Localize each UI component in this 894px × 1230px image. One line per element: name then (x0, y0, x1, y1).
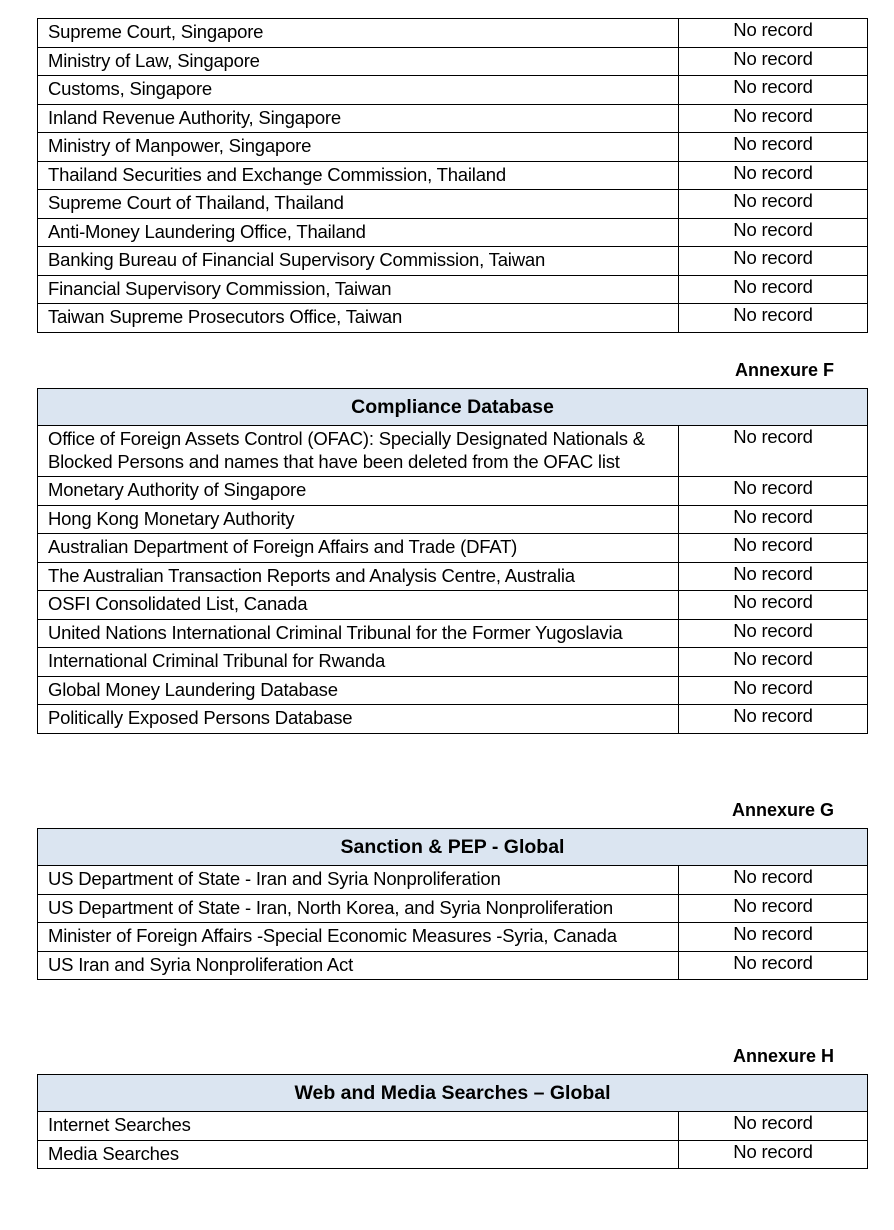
table-row: US Iran and Syria Nonproliferation Act No… (37, 950, 868, 980)
source-name: Ministry of Manpower, Singapore (37, 132, 679, 162)
source-name: OSFI Consolidated List, Canada (37, 590, 679, 620)
source-name: Media Searches (37, 1139, 679, 1169)
result-value: No record (678, 533, 868, 563)
source-name: Supreme Court, Singapore (37, 18, 679, 48)
result-value: No record (678, 75, 868, 105)
annexure-label: Annexure G (731, 800, 834, 820)
result-value: No record (678, 647, 868, 677)
table-row: OSFI Consolidated List, Canada No record (37, 590, 868, 620)
table-row: Inland Revenue Authority, Singapore No re… (37, 103, 868, 133)
records-table: Supreme Court, Singapore No record Ministr… (37, 18, 868, 333)
table-row: Supreme Court, Singapore No record (37, 18, 868, 48)
table-row: United Nations International Criminal Tr… (37, 618, 868, 648)
result-value: No record (678, 618, 868, 648)
records-table: Compliance Database Office of Foreign Ass… (37, 388, 868, 734)
source-name: US Department of State - Iran and Syria … (37, 865, 679, 895)
result-value: No record (678, 504, 868, 534)
table-title: Sanction & PEP - Global (37, 828, 868, 866)
annexure-label: Annexure H (732, 1046, 834, 1066)
table-row: Ministry of Manpower, Singapore No record (37, 132, 868, 162)
records-table: Web and Media Searches – Global Internet … (37, 1074, 868, 1169)
records-table: Sanction & PEP - Global US Department of … (37, 828, 868, 980)
source-name: International Criminal Tribunal for Rwan… (37, 647, 679, 677)
source-name: Thailand Securities and Exchange Commiss… (37, 160, 679, 190)
source-name: The Australian Transaction Reports and A… (37, 561, 679, 591)
table-row: Taiwan Supreme Prosecutors Office, Taiwa… (37, 303, 868, 333)
source-name: Monetary Authority of Singapore (37, 476, 679, 506)
source-name: Internet Searches (37, 1111, 679, 1141)
result-value: No record (678, 865, 868, 895)
table-row: Media Searches No record (37, 1139, 868, 1169)
table-row: Customs, Singapore No record (37, 75, 868, 105)
result-value: No record (678, 246, 868, 276)
result-value: No record (678, 950, 868, 980)
annexure-label: Annexure F (734, 360, 834, 380)
source-name: Minister of Foreign Affairs -Special Eco… (37, 922, 679, 952)
table-title: Compliance Database (37, 388, 868, 426)
source-name: Office of Foreign Assets Control (OFAC):… (37, 425, 679, 477)
result-value: No record (678, 675, 868, 705)
table-row: Financial Supervisory Commission, Taiwan… (37, 274, 868, 304)
source-name: Financial Supervisory Commission, Taiwan (37, 274, 679, 304)
result-value: No record (678, 425, 868, 477)
table-row: Banking Bureau of Financial Supervisory … (37, 246, 868, 276)
result-value: No record (678, 476, 868, 506)
table-row: Politically Exposed Persons Database No r… (37, 704, 868, 734)
result-value: No record (678, 1111, 868, 1141)
table-row: Global Money Laundering Database No recor… (37, 675, 868, 705)
result-value: No record (678, 590, 868, 620)
source-name: Customs, Singapore (37, 75, 679, 105)
table-row: Internet Searches No record (37, 1111, 868, 1141)
table-row: The Australian Transaction Reports and A… (37, 561, 868, 591)
result-value: No record (678, 561, 868, 591)
result-value: No record (678, 893, 868, 923)
source-name: Australian Department of Foreign Affairs… (37, 533, 679, 563)
table-row: Australian Department of Foreign Affairs… (37, 533, 868, 563)
table-row: International Criminal Tribunal for Rwan… (37, 647, 868, 677)
table-row: Hong Kong Monetary Authority No record (37, 504, 868, 534)
table-row: Anti-Money Laundering Office, Thailand No… (37, 217, 868, 247)
source-name: Banking Bureau of Financial Supervisory … (37, 246, 679, 276)
source-name: Global Money Laundering Database (37, 675, 679, 705)
result-value: No record (678, 1139, 868, 1169)
result-value: No record (678, 274, 868, 304)
table-row: Monetary Authority of Singapore No record (37, 476, 868, 506)
table-row: Ministry of Law, Singapore No record (37, 46, 868, 76)
result-value: No record (678, 132, 868, 162)
table-title: Web and Media Searches – Global (37, 1074, 868, 1112)
source-name: United Nations International Criminal Tr… (37, 618, 679, 648)
result-value: No record (678, 103, 868, 133)
result-value: No record (678, 46, 868, 76)
table-row: Minister of Foreign Affairs -Special Eco… (37, 922, 868, 952)
source-name: Anti-Money Laundering Office, Thailand (37, 217, 679, 247)
result-value: No record (678, 303, 868, 333)
result-value: No record (678, 160, 868, 190)
table-row: Office of Foreign Assets Control (OFAC):… (37, 425, 868, 477)
source-name: Hong Kong Monetary Authority (37, 504, 679, 534)
table-row: Supreme Court of Thailand, Thailand No re… (37, 189, 868, 219)
source-name: Ministry of Law, Singapore (37, 46, 679, 76)
table-row: US Department of State - Iran, North Kor… (37, 893, 868, 923)
table-row: Thailand Securities and Exchange Commiss… (37, 160, 868, 190)
source-name: Politically Exposed Persons Database (37, 704, 679, 734)
source-name: Taiwan Supreme Prosecutors Office, Taiwa… (37, 303, 679, 333)
table-row: US Department of State - Iran and Syria … (37, 865, 868, 895)
result-value: No record (678, 18, 868, 48)
result-value: No record (678, 922, 868, 952)
result-value: No record (678, 217, 868, 247)
source-name: US Department of State - Iran, North Kor… (37, 893, 679, 923)
result-value: No record (678, 704, 868, 734)
source-name: Inland Revenue Authority, Singapore (37, 103, 679, 133)
source-name: Supreme Court of Thailand, Thailand (37, 189, 679, 219)
source-name: US Iran and Syria Nonproliferation Act (37, 950, 679, 980)
result-value: No record (678, 189, 868, 219)
